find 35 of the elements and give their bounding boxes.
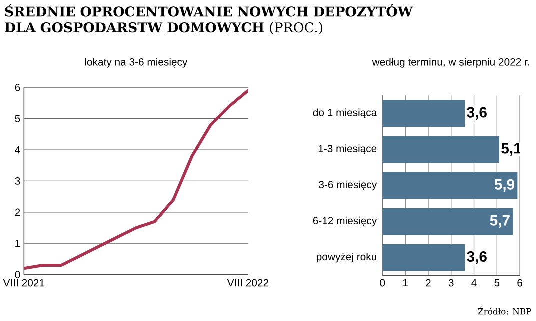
chart-subtitle: według terminu, w sierpniu 2022 r. xyxy=(372,58,530,68)
bar xyxy=(382,208,514,236)
x-tick-label: 4 xyxy=(472,280,477,287)
y-tick-label: powyżej roku xyxy=(317,253,376,263)
x-tick-label: 6 xyxy=(518,280,522,287)
y-tick-label: 3-6 miesięcy xyxy=(319,181,378,191)
data-label: 5,9 xyxy=(494,180,515,192)
data-label: 5,7 xyxy=(490,216,510,228)
x-tick-label: 3 xyxy=(448,280,454,287)
bar xyxy=(382,244,466,272)
x-tick-label: 5 xyxy=(494,280,500,287)
data-label: 5,1 xyxy=(502,144,522,156)
x-tick-label: VIII 2022 xyxy=(227,280,269,287)
x-tick-label: 1 xyxy=(403,280,408,287)
x-tick-label: 0 xyxy=(380,280,386,287)
y-tick-label: 6 xyxy=(15,84,20,92)
chart-title: ŚREDNIE OPROCENTOWANIE NOWYCH DEPOZYTÓW DLA GOSPODARSTW DOMOWYCH (PROC.) xyxy=(5,4,414,35)
bar xyxy=(382,136,500,164)
y-tick-label: 6-12 miesięcy xyxy=(313,217,378,227)
data-label: 3,6 xyxy=(467,107,487,120)
x-tick-label: VIII 2021 xyxy=(3,280,44,287)
y-tick-label: 5 xyxy=(15,115,20,123)
y-tick-label: 0 xyxy=(15,271,20,279)
y-tick-label: 1-3 miesiące xyxy=(318,144,377,155)
bar xyxy=(382,100,466,128)
bar xyxy=(382,172,518,200)
data-label: 3,6 xyxy=(467,252,487,264)
x-tick-label: 2 xyxy=(426,280,431,287)
y-tick-label: 3 xyxy=(15,178,20,186)
y-tick-label: 1 xyxy=(16,240,20,248)
text: Źródło: NBP xyxy=(478,307,532,315)
chart-subtitle: lokaty na 3-6 miesięcy xyxy=(85,58,188,68)
y-tick-label: do 1 miesiąca xyxy=(313,108,378,119)
y-tick-label: 2 xyxy=(15,208,20,216)
y-tick-label: 4 xyxy=(15,146,20,154)
